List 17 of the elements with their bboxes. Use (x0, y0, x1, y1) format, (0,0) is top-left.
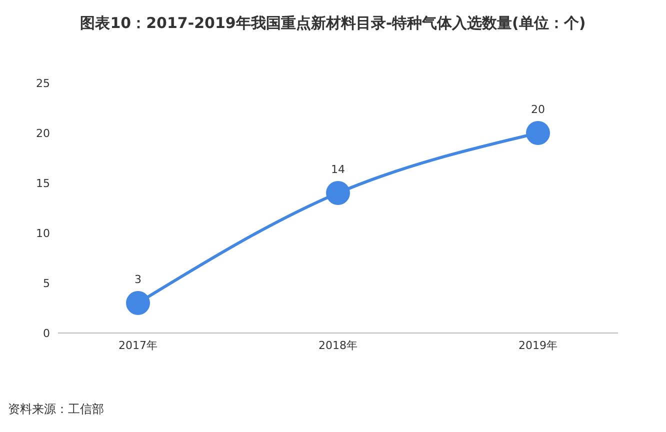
y-tick-label: 5 (43, 276, 50, 290)
y-tick-label: 0 (43, 326, 50, 340)
x-tick-label: 2017年 (118, 338, 158, 352)
data-label: 3 (134, 273, 142, 286)
y-tick-label: 25 (36, 76, 50, 90)
x-tick-label: 2019年 (518, 338, 558, 352)
data-label: 14 (331, 163, 345, 176)
x-tick-label: 2018年 (318, 338, 358, 352)
point (126, 291, 150, 315)
point (526, 121, 550, 145)
chart-title: 图表10：2017-2019年我国重点新材料目录-特种气体入选数量(单位：个) (79, 13, 587, 34)
text: 资料来源：工信部 (8, 401, 105, 418)
point (326, 181, 350, 205)
data-label: 20 (531, 103, 545, 116)
y-tick-label: 10 (36, 226, 50, 240)
y-tick-label: 20 (36, 126, 50, 140)
y-tick-label: 15 (36, 176, 50, 190)
